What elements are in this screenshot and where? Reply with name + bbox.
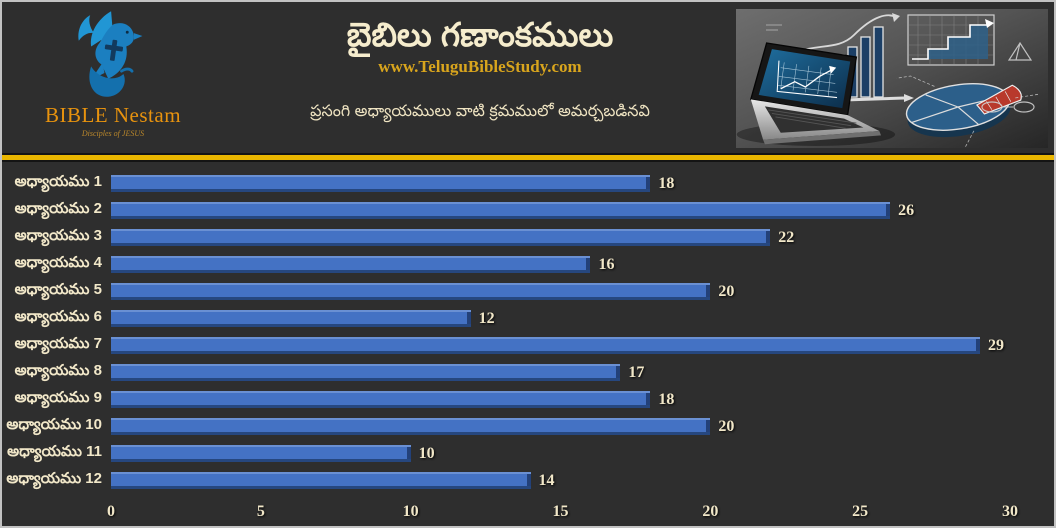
x-tick-label: 5: [256, 503, 265, 520]
value-label: 12: [478, 309, 495, 327]
laptop-charts-illustration: [736, 9, 1048, 153]
category-label: అధ్యాయము 9: [14, 389, 102, 406]
bar: [111, 472, 531, 489]
bar-chart: అధ్యాయము 1 18 అధ్యాయము 2 26 అధ్యాయము 3 2…: [2, 162, 1054, 525]
bar-track: 10: [111, 445, 1010, 462]
bar-track: 22: [111, 229, 1010, 246]
value-label: 20: [718, 282, 735, 300]
dove-logo-icon: [78, 11, 143, 97]
x-tick-label: 10: [402, 503, 419, 520]
value-label: 26: [898, 201, 915, 219]
x-axis: 0 5 10 15 20 25 30: [107, 503, 1018, 525]
chart-rows: అధ్యాయము 1 18 అధ్యాయము 2 26 అధ్యాయము 3 2…: [2, 170, 1054, 494]
bar-track: 20: [111, 283, 1010, 300]
category-label: అధ్యాయము 8: [14, 362, 102, 379]
chart-row: అధ్యాయము 7 29: [2, 332, 1054, 359]
bar-track: 12: [111, 310, 1010, 327]
x-tick-label: 0: [107, 503, 115, 520]
value-label: 18: [658, 390, 675, 408]
header: BIBLE Nestam Disciples of JESUS బైబిలు గ…: [2, 2, 1054, 153]
bar: [111, 175, 651, 192]
website-url: www.TeluguBibleStudy.com: [378, 57, 582, 77]
logo: BIBLE Nestam Disciples of JESUS: [2, 2, 224, 153]
chart-row: అధ్యాయము 2 26: [2, 197, 1054, 224]
category-label: అధ్యాయము 7: [14, 335, 102, 352]
x-tick-label: 15: [552, 503, 569, 520]
bar-track: 16: [111, 256, 1010, 273]
chart-row: అధ్యాయము 4 16: [2, 251, 1054, 278]
category-label: అధ్యాయము 4: [14, 254, 102, 271]
analytics-photo: [736, 9, 1048, 153]
bar-track: 20: [111, 418, 1010, 435]
bar-track: 18: [111, 175, 1010, 192]
logo-name: BIBLE Nestam: [44, 103, 182, 127]
chart-row: అధ్యాయము 11 10: [2, 440, 1054, 467]
bar: [111, 418, 711, 435]
value-label: 17: [628, 363, 645, 381]
bar-track: 17: [111, 364, 1010, 381]
bar: [111, 310, 471, 327]
chart-subtitle: ప్రసంగి అధ్యాయములు వాటి క్రమములో అమర్చబడ…: [310, 103, 650, 121]
bar: [111, 445, 411, 462]
header-center: బైబిలు గణాంకములు www.TeluguBibleStudy.co…: [224, 2, 736, 153]
bar-track: 29: [111, 337, 1010, 354]
bar-track: 26: [111, 202, 1010, 219]
chart-row: అధ్యాయము 10 20: [2, 413, 1054, 440]
bar-track: 14: [111, 472, 1010, 489]
category-label: అధ్యాయము 10: [6, 416, 102, 433]
chart-row: అధ్యాయము 5 20: [2, 278, 1054, 305]
category-label: అధ్యాయము 11: [7, 443, 102, 460]
bar: [111, 256, 591, 273]
value-label: 20: [718, 417, 735, 435]
bar: [111, 337, 981, 354]
chart-row: అధ్యాయము 9 18: [2, 386, 1054, 413]
axis-spacer: [2, 503, 111, 525]
value-label: 22: [778, 228, 795, 246]
x-tick-label: 25: [852, 503, 869, 520]
x-tick-label: 30: [1002, 503, 1018, 520]
bar: [111, 364, 621, 381]
value-label: 18: [658, 174, 675, 192]
chart-row: అధ్యాయము 6 12: [2, 305, 1054, 332]
category-label: అధ్యాయము 12: [6, 470, 102, 487]
bar: [111, 283, 711, 300]
bar: [111, 391, 651, 408]
category-label: అధ్యాయము 5: [14, 281, 102, 298]
page-title: బైబిలు గణాంకములు: [346, 16, 614, 53]
category-label: అధ్యాయము 2: [14, 200, 102, 217]
bar: [111, 229, 771, 246]
logo-tagline: Disciples of JESUS: [81, 129, 145, 138]
chart-row: అధ్యాయము 1 18: [2, 170, 1054, 197]
category-label: అధ్యాయము 1: [14, 173, 102, 190]
category-label: అధ్యాయము 6: [14, 308, 102, 325]
value-label: 10: [418, 444, 435, 462]
value-label: 14: [538, 471, 555, 489]
divider-line: [2, 153, 1054, 162]
x-tick-label: 20: [702, 503, 719, 520]
chart-row: అధ్యాయము 12 14: [2, 467, 1054, 494]
bar: [111, 202, 891, 219]
value-label: 29: [988, 336, 1005, 354]
bar-track: 18: [111, 391, 1010, 408]
x-axis-row: 0 5 10 15 20 25 30: [2, 503, 1054, 525]
chart-row: అధ్యాయము 3 22: [2, 224, 1054, 251]
category-label: అధ్యాయము 3: [14, 227, 102, 244]
chart-row: అధ్యాయము 8 17: [2, 359, 1054, 386]
value-label: 16: [598, 255, 615, 273]
